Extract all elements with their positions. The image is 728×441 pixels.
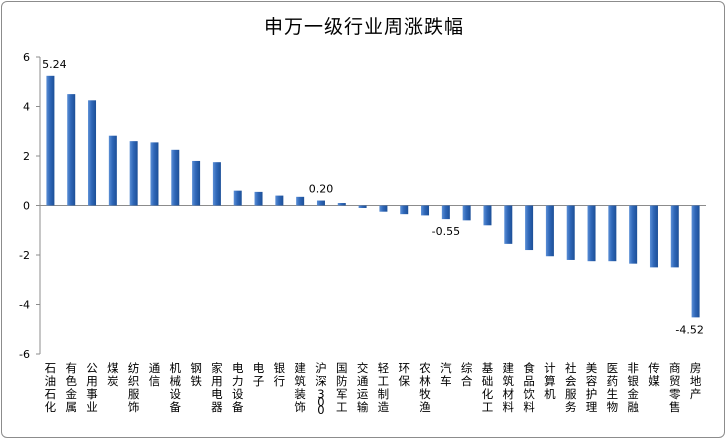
bar-沪深300 <box>316 200 325 206</box>
x-category-label: 国防军工 <box>336 361 348 414</box>
bar-美容护理 <box>587 205 596 262</box>
y-tick-label: -2 <box>19 249 30 262</box>
bar-钢铁 <box>192 160 201 206</box>
x-category-label: 建筑材料 <box>503 361 515 414</box>
bar-通信 <box>150 142 159 206</box>
x-category-label: 计算机 <box>544 361 556 401</box>
bar-建筑装饰 <box>296 196 305 206</box>
x-category-label: 美容护理 <box>586 361 598 414</box>
x-category-label: 有色金属 <box>65 361 77 414</box>
label-layer: 石油石化有色金属公用事业煤炭纺织服饰通信机械设备钢铁家用电器电力设备电子银行建筑… <box>42 58 704 417</box>
x-category-label: 农林牧渔 <box>419 361 431 414</box>
y-tick-label: 6 <box>23 51 30 64</box>
x-category-label: 纺织服饰 <box>128 361 140 414</box>
y-tick-label: 0 <box>23 200 30 213</box>
x-category-label: 汽车 <box>440 361 452 388</box>
bar-家用电器 <box>212 162 221 206</box>
bar-非银金融 <box>629 205 638 264</box>
x-category-label: 房地产 <box>690 361 702 401</box>
x-category-label: 社会服务 <box>565 361 577 414</box>
x-category-label: 综合 <box>461 361 473 388</box>
bar-农林牧渔 <box>421 205 430 216</box>
bar-传媒 <box>649 205 658 268</box>
bar-有色金属 <box>67 94 76 206</box>
data-label: 0.20 <box>309 183 334 196</box>
chart-title: 申万一级行业周涨跌幅 <box>263 16 464 38</box>
x-category-label: 沪深 3 0 0 <box>315 361 327 417</box>
x-category-label: 食品饮料 <box>523 361 535 414</box>
x-category-label: 电子 <box>253 361 265 388</box>
bar-轻工制造 <box>379 205 388 212</box>
bar-纺织服饰 <box>129 141 138 206</box>
bar-社会服务 <box>566 205 575 260</box>
bar-石油石化 <box>46 75 55 206</box>
x-category-label: 钢铁 <box>190 361 202 388</box>
bar-国防军工 <box>337 203 346 206</box>
data-label: -4.52 <box>675 323 703 336</box>
data-label: 5.24 <box>42 58 67 71</box>
bar-环保 <box>400 205 409 215</box>
bar-银行 <box>275 195 284 206</box>
bar-机械设备 <box>171 149 180 206</box>
x-category-label: 公用事业 <box>86 361 98 414</box>
x-category-label: 家用电器 <box>211 361 223 414</box>
x-category-label: 商贸零售 <box>669 361 681 414</box>
bar-煤炭 <box>108 135 117 206</box>
bar-综合 <box>462 205 471 221</box>
bar-layer <box>46 75 700 318</box>
x-category-label: 轻工制造 <box>378 361 390 414</box>
bar-医药生物 <box>608 205 617 262</box>
x-category-label: 医药生物 <box>607 361 619 414</box>
bar-电子 <box>254 191 263 206</box>
y-tick-label: -4 <box>19 299 30 312</box>
bar-建筑材料 <box>504 205 513 244</box>
bar-公用事业 <box>88 100 97 206</box>
x-category-label: 非银金融 <box>627 361 639 414</box>
y-tick-label: 4 <box>23 101 30 114</box>
data-label: -0.55 <box>432 225 460 238</box>
bar-计算机 <box>545 205 554 257</box>
y-tick-label: 2 <box>23 150 30 163</box>
x-category-label: 环保 <box>398 361 410 388</box>
x-category-label: 机械设备 <box>170 361 182 414</box>
bar-商贸零售 <box>670 205 679 268</box>
x-category-label: 石油石化 <box>45 361 57 414</box>
x-category-label: 通信 <box>149 361 161 388</box>
bar-食品饮料 <box>525 205 534 251</box>
bar-基础化工 <box>483 205 492 226</box>
y-tick-label: -6 <box>19 348 30 361</box>
bar-电力设备 <box>233 190 242 206</box>
x-category-label: 电力设备 <box>232 361 244 414</box>
x-category-label: 交通运输 <box>357 361 369 414</box>
bar-汽车 <box>441 205 450 220</box>
bar-房地产 <box>691 205 700 318</box>
x-category-label: 传媒 <box>648 361 660 388</box>
x-category-label: 建筑装饰 <box>294 361 306 414</box>
x-category-label: 银行 <box>274 361 286 388</box>
bar-交通运输 <box>358 205 367 208</box>
x-category-label: 基础化工 <box>482 361 494 414</box>
x-category-label: 煤炭 <box>107 361 119 388</box>
